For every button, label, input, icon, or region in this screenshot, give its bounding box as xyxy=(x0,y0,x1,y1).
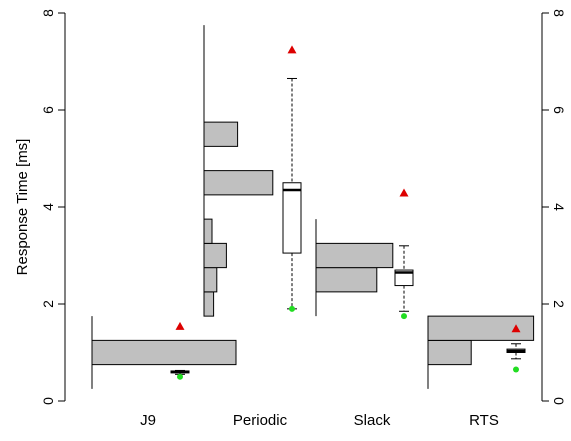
max-marker xyxy=(511,324,521,333)
histogram-bar xyxy=(427,315,535,341)
histogram-bar xyxy=(203,121,239,147)
right-y-tick-label: 6 xyxy=(551,106,567,114)
box-iqr xyxy=(394,269,414,287)
category-label-periodic: Periodic xyxy=(233,412,288,429)
category-label-rts: RTS xyxy=(469,412,499,429)
histogram-bar xyxy=(315,267,378,293)
right-y-tick-label: 4 xyxy=(551,203,567,211)
histogram-bar xyxy=(91,339,237,366)
histogram-bar xyxy=(427,339,472,366)
category-label-j9: J9 xyxy=(140,412,156,429)
min-marker xyxy=(513,366,519,373)
min-marker xyxy=(289,305,295,312)
max-marker xyxy=(399,188,409,197)
max-marker xyxy=(287,45,297,54)
group-periodic: Periodic xyxy=(203,25,302,429)
left-y-tick-label: 2 xyxy=(40,300,56,308)
min-marker xyxy=(177,373,183,380)
right-y-tick-label: 8 xyxy=(551,9,567,17)
histogram-bar xyxy=(203,291,215,317)
histogram-bar xyxy=(315,242,394,269)
right-y-tick-label: 2 xyxy=(551,300,567,308)
histogram-bar xyxy=(203,267,218,293)
max-marker xyxy=(175,321,185,330)
y-axis-label: Response Time [ms] xyxy=(14,139,31,276)
left-y-tick-label: 8 xyxy=(40,9,56,17)
category-label-slack: Slack xyxy=(354,412,391,429)
right-y-tick-label: 0 xyxy=(551,397,567,405)
histogram-bar xyxy=(203,242,227,269)
min-marker xyxy=(401,313,407,320)
left-y-tick-label: 6 xyxy=(40,106,56,114)
group-slack: Slack xyxy=(315,188,414,429)
group-rts: RTS xyxy=(427,315,535,429)
box-iqr xyxy=(282,182,302,254)
left-y-tick-label: 0 xyxy=(40,397,56,405)
group-j9: J9 xyxy=(91,316,237,429)
left-y-tick-label: 4 xyxy=(40,203,56,211)
groups-layer: J9 Periodic Slack RTS xyxy=(91,25,535,429)
axes-layer: 0 2 4 6 8 0 2 4 6 8 xyxy=(40,9,567,405)
histogram-bar xyxy=(203,170,274,196)
histogram-bar xyxy=(203,218,213,244)
